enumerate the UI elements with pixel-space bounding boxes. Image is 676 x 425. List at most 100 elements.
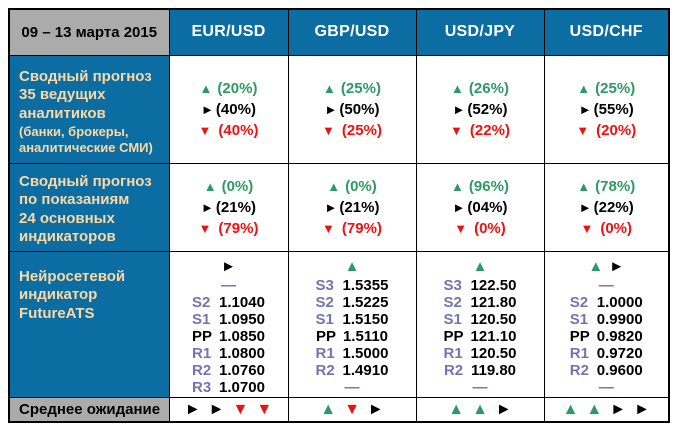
up-forecast-line: ▲ (96%) (418, 176, 543, 197)
average-expectation-row: Среднее ожидание ► ► ▼ ▼ ▲ ▼ ► ▲ ▲ ► ▲ ▲ ► ► (8, 396, 670, 423)
pivot-level-r1: R1 120.50 (418, 345, 543, 362)
signal-arrows: ▲ ► (546, 257, 668, 277)
pair-header-usdjpy: USD/JPY (415, 8, 545, 56)
dash-line: — (221, 276, 236, 294)
pivot-level-name: S3 (443, 276, 462, 294)
pivot-level-r2: R2 119.80 (418, 362, 543, 379)
pivot-level-name: R1 (569, 344, 589, 362)
pivot-level-value: 119.80 (470, 361, 517, 379)
down-forecast-line: ▼ (0%) (418, 218, 543, 239)
average-cell-usdchf: ▲ ▲ ► ► (543, 396, 670, 423)
down-arrow-icon: ▼ (198, 122, 212, 138)
neural-indicator-row: Нейросетевой индикатор FutureATS ► — S2 1.… (8, 250, 670, 398)
up-arrow-icon: ▲ (203, 178, 217, 194)
pivot-level-value: 121.10 (470, 327, 517, 345)
pivot-level-r1: R1 1.0800 (171, 345, 287, 362)
down-percent: (40%) (218, 121, 259, 139)
up-percent: (78%) (595, 177, 636, 195)
pivot-level-s3: S3 122.50 (418, 277, 543, 294)
flat-arrow-icon: ► (324, 199, 338, 215)
average-cell-eurusd: ► ► ▼ ▼ (168, 396, 289, 423)
pair-header-eurusd: EUR/USD (168, 8, 289, 56)
up-forecast-line: ▲ (20%) (171, 78, 287, 99)
down-percent: (79%) (341, 219, 382, 237)
pivot-level-name: PP (315, 327, 336, 345)
pivot-level-value: 1.1040 (219, 293, 265, 311)
pivot-level-name: S1 (192, 310, 211, 328)
pivot-level-value: 120.50 (470, 344, 517, 362)
flat-arrow-icon: ► (201, 199, 214, 215)
flat-arrow-icon: ► (208, 400, 225, 418)
up-percent: (0%) (345, 177, 377, 195)
up-forecast-line: ▲ (25%) (290, 78, 415, 99)
down-arrow-icon: ▼ (232, 400, 249, 418)
pivot-level-r2: R2 0.9600 (546, 362, 668, 379)
down-percent: (20%) (596, 121, 637, 139)
pivot-level-name: R2 (315, 361, 335, 379)
flat-percent: (04%) (467, 198, 508, 216)
flat-arrow-icon: ► (367, 400, 384, 418)
analysts-cell-eurusd: ▲ (20%) ► (40%) ▼ (40%) (168, 54, 289, 164)
signal-arrows: ▲ (290, 257, 415, 277)
pair-header-usdchf: USD/CHF (543, 8, 670, 56)
pivot-level-r2: R2 1.0760 (171, 362, 287, 379)
dash-line: — (344, 378, 360, 396)
indicators-cell-eurusd: ▲ (0%) ► (21%) ▼ (79%) (168, 162, 289, 252)
row-label-indicators: Сводный прогноз по показаниям 24 основны… (8, 162, 170, 252)
analysts-cell-usdchf: ▲ (25%) ► (55%) ▼ (20%) (543, 54, 670, 164)
flat-arrow-icon: ► (609, 257, 625, 275)
pivot-level-value: 121.80 (470, 293, 517, 311)
pivot-level-name: S1 (315, 310, 334, 328)
signal-arrows: ▲ (418, 257, 543, 277)
indicators-cell-usdchf: ▲ (78%) ► (22%) ▼ (0%) (543, 162, 670, 252)
pivot-level-s1: S1 1.0950 (171, 311, 287, 328)
flat-arrow-icon: ► (324, 101, 338, 117)
average-arrows: ► ► ▼ ▼ (171, 401, 287, 419)
up-arrow-icon: ▲ (472, 400, 488, 418)
date-range: 09 – 13 марта 2015 (8, 8, 170, 56)
flat-percent: (21%) (215, 198, 256, 216)
flat-forecast-line: ► (40%) (171, 99, 287, 120)
pivot-level-value: 1.5150 (342, 310, 389, 328)
up-arrow-icon: ▲ (586, 400, 603, 418)
pivot-level-s3: S3 1.5355 (290, 277, 415, 294)
up-arrow-icon: ▲ (451, 80, 464, 96)
indicators-forecast-row: Сводный прогноз по показаниям 24 основны… (8, 162, 670, 252)
pivot-level-name: R1 (315, 344, 335, 362)
pivot-level-name: S2 (443, 293, 462, 311)
pivot-level-name: PP (569, 327, 590, 345)
up-percent: (25%) (340, 79, 381, 97)
down-arrow-icon: ▼ (576, 122, 590, 138)
dash-line: — (472, 378, 488, 396)
pivot-level-s1: S1 120.50 (418, 311, 543, 328)
indicators-cell-gbpusd: ▲ (0%) ► (21%) ▼ (79%) (287, 162, 417, 252)
pivot-level-value: 122.50 (470, 276, 517, 294)
pivot-level-pp: PP 121.10 (418, 328, 543, 345)
down-percent: (25%) (341, 121, 382, 139)
row-label-neural: Нейросетевой индикатор FutureATS (8, 250, 170, 398)
down-percent: (0%) (474, 219, 506, 237)
pivot-level-name: S2 (315, 293, 334, 311)
header-row: 09 – 13 марта 2015 EUR/USD GBP/USD USD/J… (8, 8, 670, 56)
forecast-table: 09 – 13 марта 2015 EUR/USD GBP/USD USD/J… (8, 8, 670, 424)
pivot-level-value: 1.0800 (219, 344, 265, 362)
up-arrow-icon: ▲ (327, 178, 341, 194)
down-forecast-line: ▼ (25%) (290, 120, 415, 141)
up-forecast-line: ▲ (26%) (418, 78, 543, 99)
pivot-level-value: 1.5000 (342, 344, 389, 362)
pivot-level-value: 1.5225 (342, 293, 389, 311)
flat-percent: (50%) (339, 100, 380, 118)
pivot-level-name: PP (192, 327, 213, 345)
up-arrow-icon: ▲ (448, 400, 465, 418)
pivot-level-value: 0.9820 (596, 327, 643, 345)
up-arrow-icon: ▲ (320, 400, 337, 418)
down-percent: (79%) (218, 219, 259, 237)
neural-cell-eurusd: ► — S2 1.1040 S1 1.0950 PP 1.0850 R1 1.0800 R2 1.0… (168, 250, 289, 398)
down-arrow-icon: ▼ (450, 122, 463, 138)
pair-header-gbpusd: GBP/USD (287, 8, 417, 56)
up-arrow-icon: ▲ (588, 257, 604, 275)
dash-line: — (598, 276, 614, 294)
up-forecast-line: ▲ (25%) (546, 78, 668, 99)
row-label-indicators-main: Сводный прогноз по показаниям 24 основны… (19, 172, 152, 246)
